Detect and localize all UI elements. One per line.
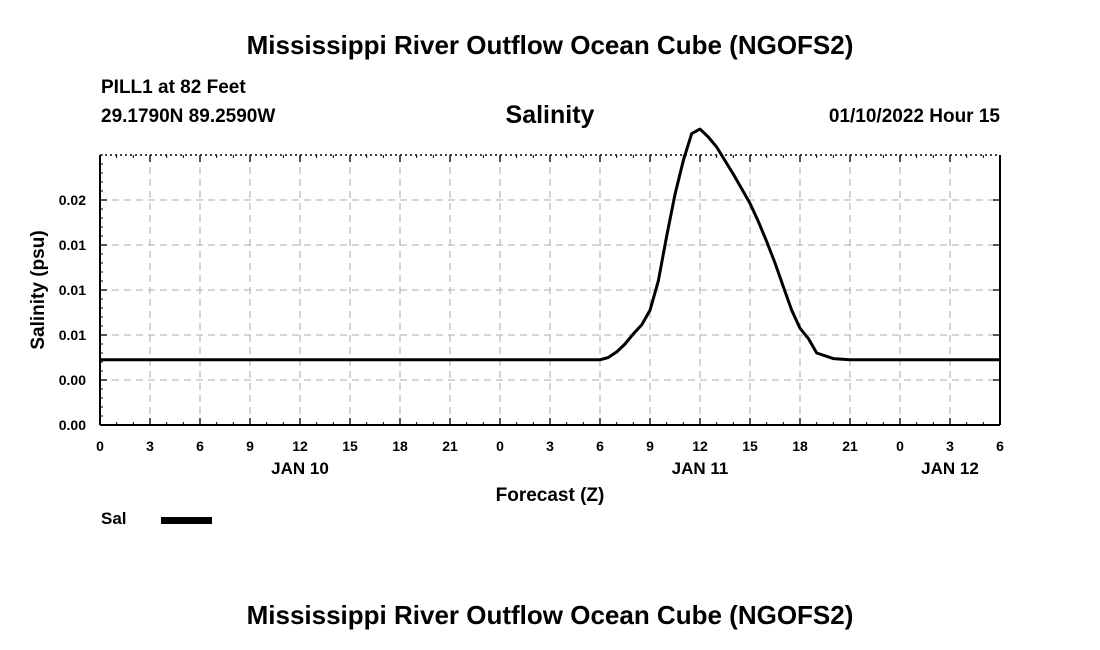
y-tick-label: 0.01 [59,327,86,343]
x-tick-label: 0 [496,438,504,454]
x-tick-label: 3 [946,438,954,454]
x-tick-label: 12 [692,438,708,454]
y-tick-label: 0.00 [59,372,86,388]
x-tick-label: 3 [146,438,154,454]
legend-label: Sal [101,509,127,528]
x-tick-label: 6 [596,438,604,454]
x-tick-label: 21 [442,438,458,454]
day-label: JAN 12 [921,459,979,478]
y-tick-label: 0.01 [59,237,86,253]
x-tick-label: 9 [246,438,254,454]
axis-labels: 0 3 6 9 12 15 18 21 0 3 6 9 12 15 18 21 0 3 6 0.00 0.00 0.01 0… [28,192,1004,506]
x-axis-title: Forecast (Z) [496,485,605,506]
station-label: PILL1 at 82 Feet [101,77,246,98]
x-tick-label: 0 [896,438,904,454]
legend-swatch [161,517,212,524]
y-axis-title: Salinity (psu) [28,230,49,349]
y-tick-label: 0.01 [59,282,86,298]
chart-title: Mississippi River Outflow Ocean Cube (NG… [246,30,854,60]
day-label: JAN 11 [672,459,729,478]
x-tick-label: 6 [196,438,204,454]
y-tick-label: 0.02 [59,192,86,208]
x-tick-label: 0 [96,438,104,454]
series-group [100,127,1000,362]
x-tick-label: 18 [792,438,808,454]
y-tick-label: 0.00 [59,417,86,433]
station-coords: 29.1790N 89.2590W [101,106,276,127]
x-tick-label: 21 [842,438,858,454]
series-line-sal [100,127,1000,362]
x-tick-label: 6 [996,438,1004,454]
x-tick-label: 18 [392,438,408,454]
x-tick-label: 9 [646,438,654,454]
grid [100,155,1000,425]
day-label: JAN 10 [271,459,329,478]
x-tick-label: 15 [742,438,758,454]
parameter-title: Salinity [505,101,595,129]
forecast-datetime: 01/10/2022 Hour 15 [828,106,1000,127]
footer-title: Mississippi River Outflow Ocean Cube (NG… [246,600,854,630]
x-tick-label: 15 [342,438,358,454]
x-tick-label: 12 [292,438,308,454]
axes [99,154,1001,426]
x-tick-label: 3 [546,438,554,454]
